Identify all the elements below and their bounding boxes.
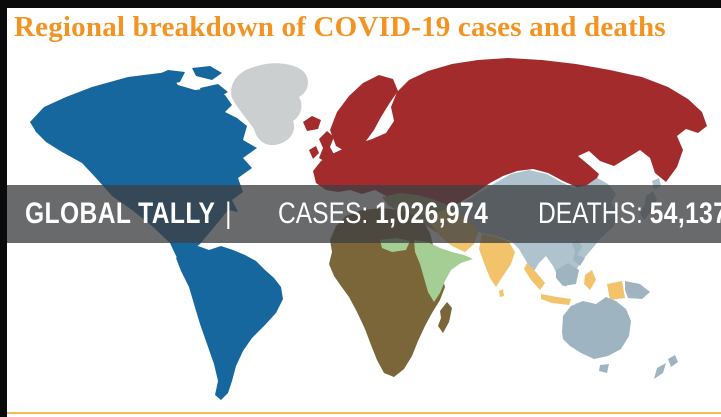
bottom-accent-rule <box>7 412 721 414</box>
global-tally-text: GLOBAL TALLY <box>25 197 216 230</box>
global-tally-banner: GLOBAL TALLY | CASES: 1,026,974 DEATHS: 5… <box>0 185 721 243</box>
region-europe-russia <box>303 58 707 214</box>
left-frame-bar <box>0 0 7 417</box>
global-tally-label: GLOBAL TALLY | <box>25 185 232 243</box>
top-frame-bar <box>0 0 721 8</box>
deaths-label: DEATHS: <box>538 197 643 230</box>
deaths-value: 54,137 <box>649 197 721 230</box>
cases-value: 1,026,974 <box>375 197 489 230</box>
page-title: Regional breakdown of COVID-19 cases and… <box>14 11 666 43</box>
cases-label: CASES: <box>278 197 369 230</box>
region-oceania <box>556 239 678 379</box>
deaths-tally: DEATHS: 54,137 <box>538 185 721 243</box>
region-greenland <box>231 63 308 146</box>
tally-separator: | <box>225 197 232 230</box>
cases-tally: CASES: 1,026,974 <box>278 185 488 243</box>
